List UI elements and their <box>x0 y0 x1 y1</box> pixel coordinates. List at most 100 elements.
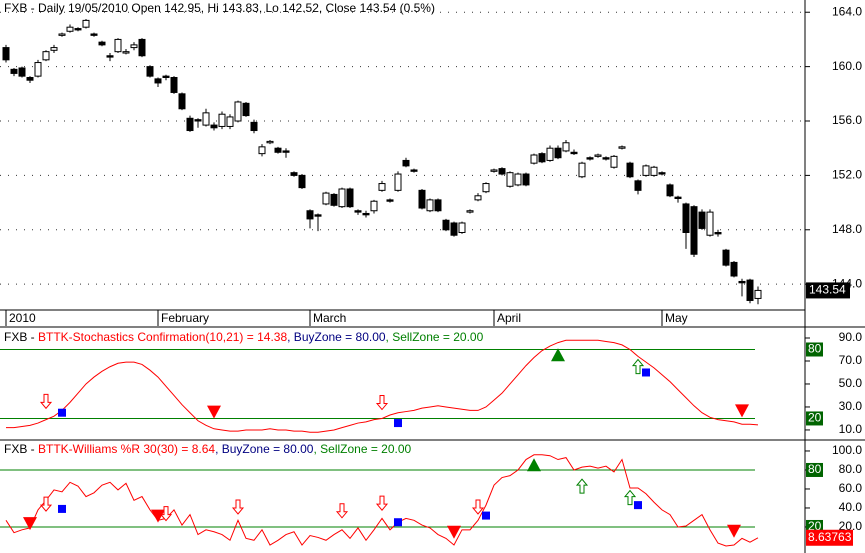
panel-title: FXB - BTTK-Stochastics Confirmation(10,2… <box>4 330 484 344</box>
candle-body <box>138 38 146 57</box>
candle-body <box>474 195 482 201</box>
signal-marker <box>623 489 637 506</box>
x-tick-label: March <box>313 311 346 325</box>
candle-body <box>66 26 74 32</box>
candle-body <box>74 28 82 31</box>
y-tick-label: 60.0 <box>839 481 863 495</box>
last-price-label: 143.54 <box>809 283 846 297</box>
signal-marker <box>39 393 53 410</box>
signal-marker <box>447 525 461 539</box>
zone-label: 20 <box>808 519 822 533</box>
buy-zone-text: , BuyZone = 80.00 <box>215 442 314 456</box>
candle-body <box>610 155 618 168</box>
sell-zone-text: , SellZone = 20.00 <box>313 442 411 456</box>
y-tick-label: 164.0 <box>832 4 862 18</box>
candle-body <box>362 212 370 216</box>
candle-body <box>178 93 186 110</box>
candle-body <box>738 280 746 284</box>
signal-marker <box>151 509 165 523</box>
candle-body <box>442 219 450 231</box>
candle-body <box>538 153 546 163</box>
candle-body <box>226 116 234 127</box>
candle-body <box>346 188 354 208</box>
candle-body <box>626 162 634 178</box>
signal-marker <box>482 511 490 520</box>
signal-marker <box>39 496 53 512</box>
signal-marker <box>634 501 642 510</box>
y-tick-label: 20.0 <box>839 519 863 533</box>
candle-body <box>602 157 610 160</box>
candle-body <box>466 210 474 213</box>
signal-marker <box>631 358 645 375</box>
candle-body <box>498 168 506 175</box>
candle-body <box>730 261 738 277</box>
candle-body <box>90 33 98 36</box>
candle-body <box>18 67 26 77</box>
signal-marker <box>735 404 749 418</box>
last-value-badge <box>806 529 853 546</box>
candle-body <box>338 188 346 208</box>
candle-body <box>306 210 314 220</box>
signal-marker <box>207 405 221 419</box>
signal-marker <box>23 517 37 531</box>
signal-marker <box>551 348 565 362</box>
zone-badge <box>806 342 823 357</box>
candle-body <box>690 206 698 255</box>
candle-body <box>386 199 394 202</box>
y-tick-label: 148.0 <box>832 222 862 236</box>
signal-marker <box>575 478 589 494</box>
candle-body <box>354 210 362 213</box>
candle-body <box>618 146 626 149</box>
candle-body <box>674 196 682 200</box>
candle-body <box>714 232 722 235</box>
chart-title: FXB - Daily 19/05/2010 Open 142.95, Hi 1… <box>4 1 435 15</box>
series-name: BTTK-Williams %R 30(30) = 8.64 <box>38 442 215 456</box>
candle-body <box>202 112 210 126</box>
y-tick-label: 40.0 <box>839 500 863 514</box>
panel-title: FXB - BTTK-Williams %R 30(30) = 8.64, Bu… <box>4 442 412 456</box>
candle-body <box>314 214 322 217</box>
candle-body <box>434 199 442 212</box>
y-tick-label: 50.0 <box>839 376 863 390</box>
candle-body <box>82 19 90 28</box>
candle-body <box>506 172 514 187</box>
signal-marker <box>394 419 402 428</box>
signal-marker <box>159 506 173 522</box>
candle-body <box>666 184 674 197</box>
candle-body <box>402 159 410 167</box>
signal-marker <box>58 504 66 513</box>
candle-body <box>162 75 170 78</box>
candle-body <box>298 174 306 189</box>
candle-body <box>394 173 402 191</box>
candle-body <box>34 62 42 77</box>
candle-body <box>570 151 578 155</box>
candle-body <box>522 173 530 186</box>
candle-body <box>482 183 490 193</box>
signal-marker <box>527 458 541 472</box>
candle-body <box>698 211 706 229</box>
candle-body <box>378 183 386 191</box>
signal-marker <box>471 499 485 515</box>
candle-body <box>530 154 538 164</box>
indicator-line <box>5 454 759 547</box>
y-tick-label: 160.0 <box>832 59 862 73</box>
candle-body <box>546 147 554 161</box>
candle-body <box>10 68 18 74</box>
last-price-badge <box>806 282 850 299</box>
candle-body <box>258 146 266 155</box>
candle-body <box>370 200 378 212</box>
candle-body <box>122 51 130 54</box>
candle-body <box>754 289 762 299</box>
candle-body <box>194 119 202 122</box>
candle-body <box>218 113 226 127</box>
y-tick-label: 10.0 <box>839 422 863 436</box>
x-tick-label: April <box>497 311 521 325</box>
candle-body <box>642 165 650 176</box>
zone-label: 80 <box>808 342 822 356</box>
candle-body <box>282 150 290 153</box>
signal-marker <box>375 495 389 511</box>
candle-body <box>330 193 338 206</box>
